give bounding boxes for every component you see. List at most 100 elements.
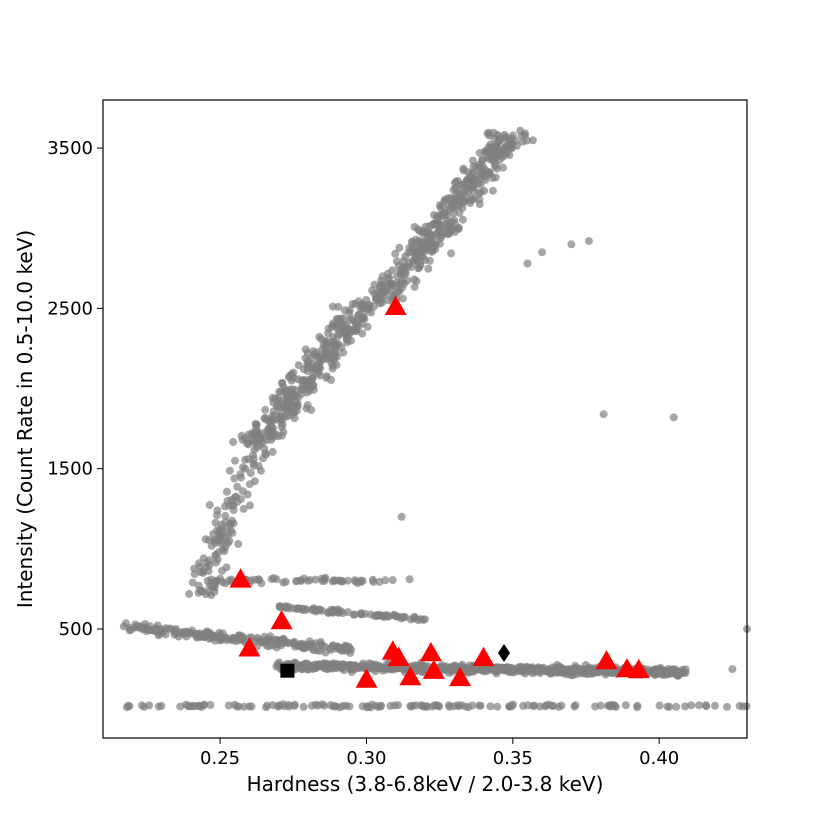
data-point xyxy=(570,702,579,711)
data-point xyxy=(266,417,274,426)
data-point xyxy=(350,610,359,619)
data-point xyxy=(156,626,165,635)
data-point xyxy=(546,666,555,674)
data-point xyxy=(458,187,467,195)
data-point xyxy=(314,353,323,361)
data-point xyxy=(367,660,376,668)
data-point xyxy=(410,613,419,622)
data-point xyxy=(374,663,383,672)
data-point xyxy=(367,308,375,317)
data-point xyxy=(185,589,194,598)
data-point xyxy=(138,701,146,710)
data-point xyxy=(241,464,250,473)
data-point xyxy=(358,303,367,312)
data-point xyxy=(315,332,324,341)
data-point xyxy=(292,605,301,613)
data-point xyxy=(398,294,407,303)
data-point xyxy=(420,615,429,624)
data-point xyxy=(451,177,460,186)
data-point xyxy=(457,701,466,710)
data-point xyxy=(200,701,209,710)
data-point xyxy=(262,637,271,646)
data-point xyxy=(267,575,276,584)
data-point xyxy=(499,163,507,172)
data-point xyxy=(253,443,261,452)
data-point xyxy=(412,701,421,710)
data-point xyxy=(398,278,407,287)
data-point xyxy=(458,215,467,224)
data-point xyxy=(303,576,312,585)
data-point xyxy=(125,626,134,635)
data-point xyxy=(507,134,516,143)
data-point xyxy=(230,634,238,642)
data-point xyxy=(303,363,312,372)
data-point xyxy=(268,701,277,710)
data-point xyxy=(435,702,444,711)
data-point xyxy=(281,603,290,612)
data-point xyxy=(213,526,222,535)
data-point xyxy=(392,257,401,266)
data-point xyxy=(369,302,378,311)
data-point xyxy=(272,662,281,671)
data-point xyxy=(311,607,320,616)
data-point xyxy=(554,668,563,676)
data-point xyxy=(425,229,434,238)
data-point xyxy=(414,225,423,234)
data-point xyxy=(478,155,487,164)
data-point xyxy=(415,259,424,268)
data-point xyxy=(433,212,442,221)
data-point xyxy=(415,661,424,670)
data-point xyxy=(285,702,294,711)
data-point xyxy=(324,329,333,338)
data-point xyxy=(435,220,444,229)
data-point xyxy=(383,612,392,621)
data-point xyxy=(393,272,402,281)
data-point xyxy=(281,577,290,586)
data-point xyxy=(203,558,212,567)
x-axis-ticks: 0.25 0.30 0.35 0.40 xyxy=(200,738,679,769)
data-point xyxy=(333,662,342,671)
data-point xyxy=(375,292,384,301)
data-point xyxy=(451,194,460,203)
data-point xyxy=(463,665,472,674)
data-point xyxy=(237,473,245,482)
data-point xyxy=(468,156,477,165)
data-point xyxy=(483,170,492,179)
data-point xyxy=(435,239,444,248)
data-point xyxy=(361,661,369,670)
data-point xyxy=(261,405,270,414)
data-point xyxy=(322,372,331,381)
data-point xyxy=(493,702,502,711)
x-tick-label: 0.30 xyxy=(346,748,386,769)
data-point xyxy=(670,667,679,676)
data-point xyxy=(290,637,299,646)
diamond-marker xyxy=(498,644,510,662)
triangle-marker xyxy=(387,646,410,667)
plot-frame xyxy=(102,99,748,739)
data-point xyxy=(254,635,263,644)
data-point xyxy=(489,665,498,674)
data-point xyxy=(521,131,530,140)
data-point xyxy=(505,702,514,711)
triangle-marker xyxy=(419,642,442,662)
data-point xyxy=(320,701,329,710)
data-point xyxy=(216,574,225,583)
data-point xyxy=(672,702,681,711)
background-points-layer xyxy=(119,126,751,712)
data-point xyxy=(296,576,305,585)
x-tick-label: 0.35 xyxy=(493,748,533,769)
data-point xyxy=(412,277,421,286)
data-point xyxy=(316,364,325,373)
data-point xyxy=(351,661,360,670)
square-marker xyxy=(280,663,295,678)
data-point xyxy=(484,128,493,137)
data-point xyxy=(300,664,309,672)
data-point xyxy=(274,415,283,424)
data-point xyxy=(278,379,287,388)
data-point xyxy=(381,576,390,585)
data-point xyxy=(232,492,241,501)
data-point xyxy=(205,501,214,509)
data-point xyxy=(124,701,133,710)
data-point xyxy=(337,576,346,585)
data-point xyxy=(170,627,179,636)
